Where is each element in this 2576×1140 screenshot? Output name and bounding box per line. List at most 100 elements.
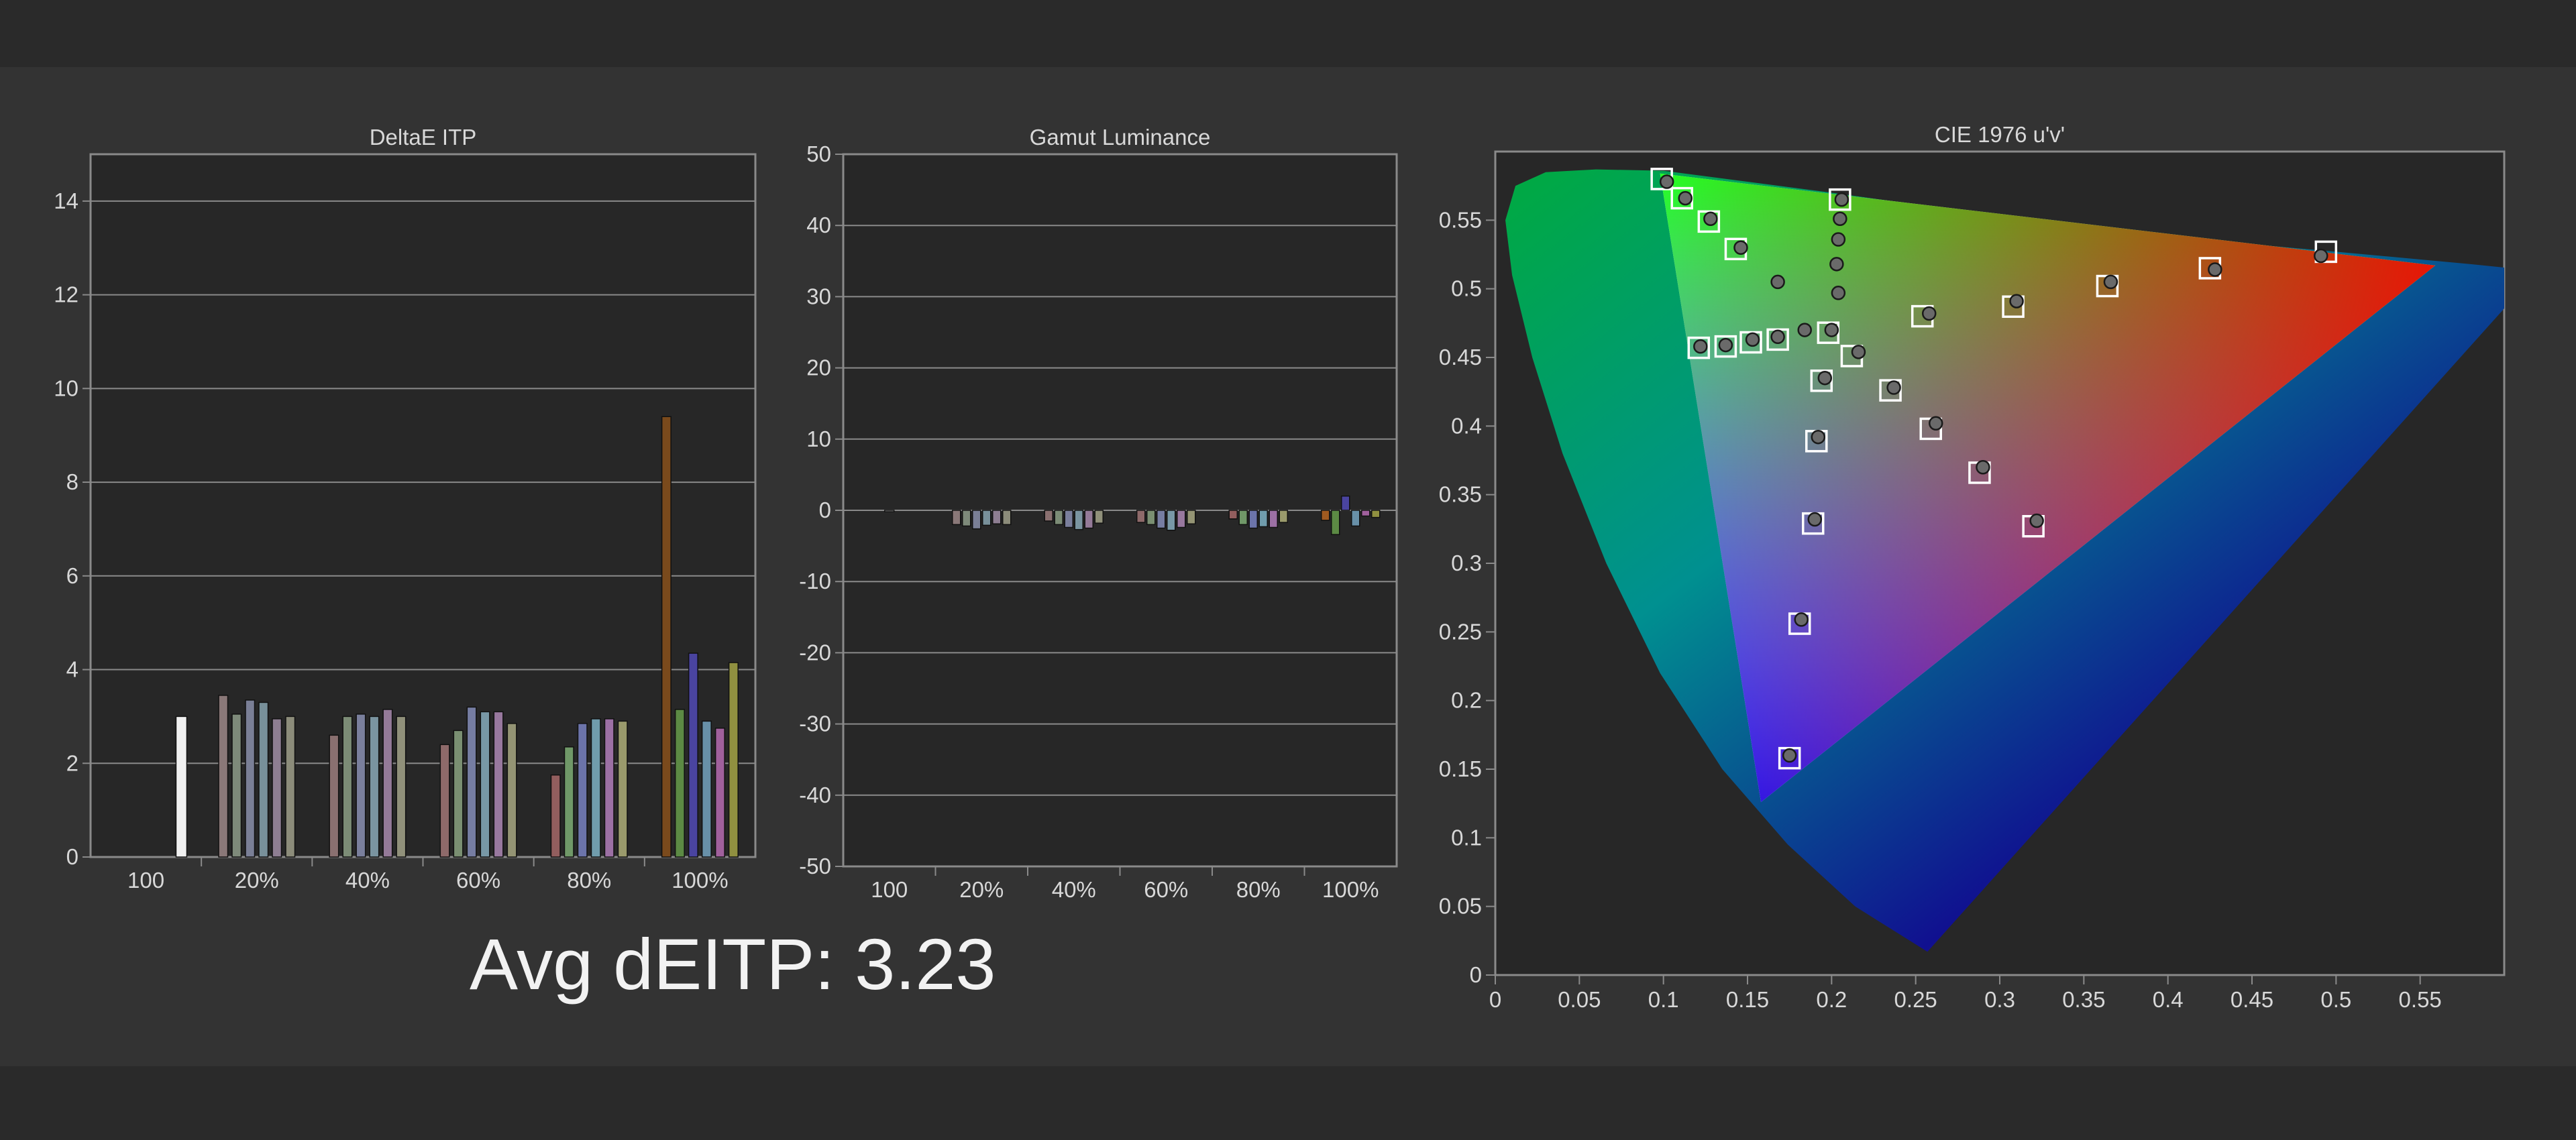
- y-tick-label: 0.5: [1451, 276, 1482, 301]
- x-tick-label: 60%: [456, 868, 500, 893]
- bar: [1341, 496, 1350, 511]
- bar: [972, 510, 981, 530]
- bar: [1084, 510, 1093, 529]
- bar: [369, 716, 380, 858]
- y-tick-label: 2: [66, 750, 78, 775]
- bar: [952, 510, 961, 525]
- y-tick-label: 0.05: [1439, 894, 1482, 919]
- y-tick-label: -40: [799, 783, 831, 807]
- bar: [604, 718, 614, 858]
- y-tick-label: 0.55: [1439, 207, 1482, 232]
- bar: [1064, 510, 1073, 528]
- measured-marker: [1703, 211, 1718, 227]
- bar: [550, 774, 561, 858]
- measured-marker: [1833, 211, 1847, 227]
- bar: [272, 718, 282, 858]
- bar: [1177, 510, 1186, 528]
- measured-marker: [1770, 274, 1785, 290]
- target-marker: [1714, 335, 1737, 358]
- measured-marker: [1834, 192, 1849, 207]
- x-tick-label: 0.45: [2231, 987, 2273, 1012]
- measured-marker: [2009, 294, 2024, 308]
- bar: [382, 709, 393, 858]
- x-tick-label: 0.4: [2153, 987, 2184, 1012]
- target-marker: [1778, 746, 1801, 770]
- y-tick-label: 0.1: [1451, 825, 1482, 850]
- measured-marker: [1807, 512, 1823, 527]
- bar: [231, 714, 242, 858]
- y-tick-label: 0: [1470, 962, 1482, 987]
- x-tick-label: 0.35: [2062, 987, 2105, 1012]
- bar: [1371, 510, 1381, 518]
- y-tick-label: 50: [806, 141, 831, 166]
- bar: [1331, 510, 1340, 535]
- cie-plot: [1505, 169, 2504, 952]
- measured-marker: [1782, 748, 1797, 763]
- measured-marker: [1693, 339, 1708, 354]
- bar: [1248, 510, 1258, 529]
- bar: [577, 723, 588, 858]
- measured-marker: [1733, 240, 1748, 255]
- target-marker: [1697, 210, 1721, 233]
- y-tick-label: -50: [799, 854, 831, 878]
- bar: [506, 723, 517, 858]
- bar: [1074, 510, 1083, 530]
- bar: [714, 728, 725, 858]
- plot-area: [89, 153, 757, 858]
- bar: [1321, 510, 1330, 521]
- y-tick-label: 4: [66, 657, 78, 682]
- bar: [661, 416, 672, 858]
- y-tick-label: -20: [799, 640, 831, 665]
- measured-marker: [1745, 332, 1760, 347]
- measured-marker: [1811, 429, 1826, 445]
- measured-marker: [1817, 370, 1833, 386]
- bar: [1361, 510, 1371, 517]
- x-tick-label: 60%: [1144, 877, 1188, 902]
- y-tick-label: 6: [66, 563, 78, 588]
- x-tick-label: 100: [127, 868, 164, 893]
- measured-marker: [2208, 262, 2222, 277]
- bar: [480, 711, 490, 858]
- measured-marker: [2103, 274, 2118, 290]
- measured-marker: [1831, 232, 1846, 247]
- measured-marker: [1794, 612, 1809, 627]
- x-tick-label: 0.25: [1894, 987, 1937, 1012]
- x-tick-label: 100%: [1322, 877, 1379, 902]
- y-tick-label: 0.2: [1451, 688, 1482, 713]
- y-tick-label: -10: [799, 569, 831, 593]
- bar: [218, 695, 229, 858]
- x-tick-label: 100%: [672, 868, 728, 893]
- measured-marker: [2029, 513, 2044, 528]
- target-marker: [1829, 188, 1851, 211]
- cie-chart: 0 0.05 0.1 0.15 0.2 0.25 0.3 0.35 0.4 0.45 0.5 0.55…: [1439, 122, 2506, 1012]
- bar: [1187, 510, 1196, 524]
- x-tick-label: 40%: [1052, 877, 1096, 902]
- bar: [1351, 510, 1360, 527]
- bar: [1002, 510, 1012, 525]
- bar: [1167, 510, 1176, 531]
- bar: [1258, 510, 1268, 528]
- bar: [1136, 510, 1146, 523]
- measured-marker: [1824, 323, 1839, 337]
- measured-marker: [1678, 190, 1693, 206]
- y-tick-label: 0.15: [1439, 756, 1482, 781]
- bar: [285, 716, 296, 858]
- bar: [258, 701, 269, 858]
- bar: [884, 510, 895, 512]
- bar: [728, 662, 739, 858]
- bar: [701, 720, 712, 858]
- bar: [1054, 510, 1063, 525]
- measured-marker: [1928, 416, 1943, 431]
- bar: [688, 652, 698, 858]
- x-tick-label: 80%: [1236, 877, 1281, 902]
- target-marker: [1739, 331, 1762, 354]
- target-marker: [1879, 379, 1902, 402]
- bar: [453, 730, 464, 858]
- x-tick-label: 0.5: [2320, 987, 2351, 1012]
- y-tick-label: 12: [54, 282, 78, 307]
- y-tick-label: 20: [806, 355, 831, 380]
- bar: [674, 709, 685, 858]
- x-tick-label: 20%: [959, 877, 1004, 902]
